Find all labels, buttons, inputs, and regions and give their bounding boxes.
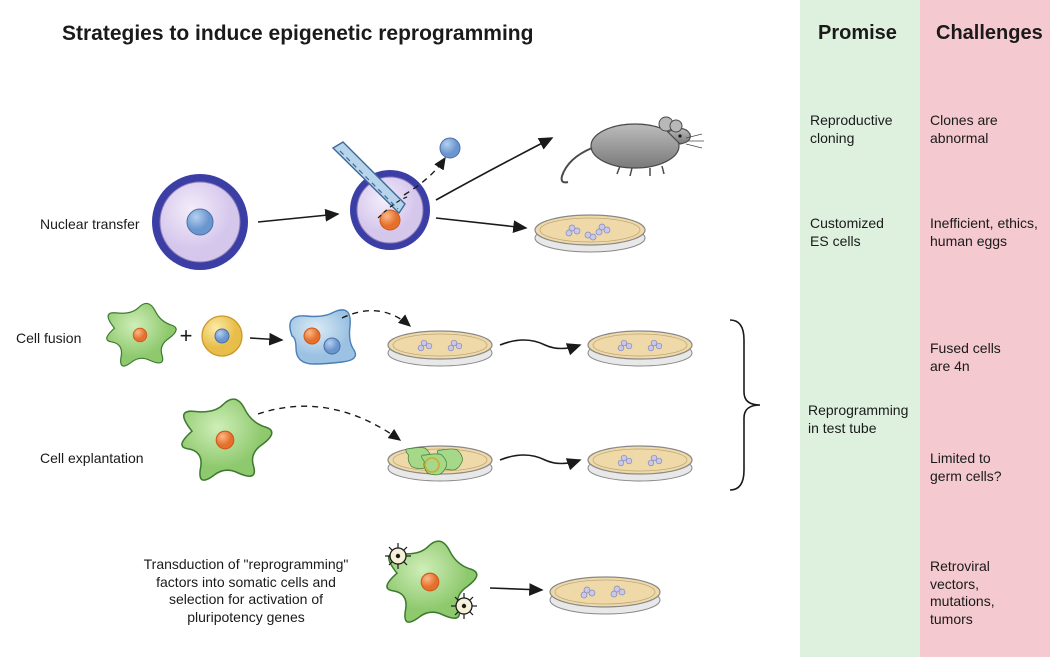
promise-column-bg: [800, 0, 920, 657]
promise-label-testtube: Reprogramming in test tube: [808, 402, 908, 437]
fused-cell-icon: [290, 310, 356, 364]
ejected-nucleus-icon: [440, 138, 460, 158]
challenge-label-1: Clones are abnormal: [930, 112, 998, 147]
petri-dish-icon: [388, 446, 492, 481]
promise-header: Promise: [818, 22, 897, 45]
recipient-oocyte-icon: [350, 170, 430, 250]
challenge-label-3: Fused cells are 4n: [930, 340, 1001, 375]
challenges-header: Challenges: [936, 22, 1043, 45]
plus-icon: +: [180, 323, 193, 348]
curly-brace-icon: [730, 320, 760, 490]
petri-dish-icon: [550, 577, 660, 614]
page-title: Strategies to induce epigenetic reprogra…: [62, 22, 533, 46]
green-somatic-cell-icon: [107, 303, 176, 366]
challenge-label-4: Limited to germ cells?: [930, 450, 1002, 485]
dashed-arrow-icon: [342, 311, 410, 326]
wavy-arrow-icon: [500, 340, 580, 349]
petri-dish-icon: [588, 331, 692, 366]
wavy-arrow-icon: [500, 455, 580, 464]
petri-dish-icon: [388, 331, 492, 366]
green-somatic-cell-icon: [182, 399, 272, 480]
arrow-to-mouse-icon: [436, 138, 552, 200]
arrow-icon: [258, 214, 338, 222]
virus-icon: [451, 593, 477, 619]
pipette-icon: [333, 142, 405, 213]
arrow-icon: [250, 338, 282, 340]
row-label-cell-fusion: Cell fusion: [16, 330, 81, 348]
arrow-icon: [490, 588, 542, 590]
mouse-icon: [562, 117, 704, 182]
challenge-label-2: Inefficient, ethics, human eggs: [930, 215, 1038, 250]
promise-label-cloning: Reproductive cloning: [810, 112, 893, 147]
arrow-to-dish-icon: [436, 218, 526, 228]
row-label-nuclear-transfer: Nuclear transfer: [40, 216, 140, 234]
challenge-label-5: Retroviral vectors, mutations, tumors: [930, 558, 995, 628]
promise-label-es-cells: Customized ES cells: [810, 215, 884, 250]
virus-icon: [385, 543, 411, 569]
petri-dish-icon: [588, 446, 692, 481]
petri-dish-icon: [535, 215, 645, 252]
row-label-transduction: Transduction of "reprogramming" factors …: [126, 556, 366, 626]
yellow-cell-icon: [202, 316, 242, 356]
ejection-arrow-icon: [404, 158, 445, 195]
donor-oocyte-icon: [152, 174, 248, 270]
dashed-arrow-icon: [258, 406, 400, 440]
green-somatic-cell-icon: [387, 541, 477, 622]
row-label-cell-explantation: Cell explantation: [40, 450, 144, 468]
